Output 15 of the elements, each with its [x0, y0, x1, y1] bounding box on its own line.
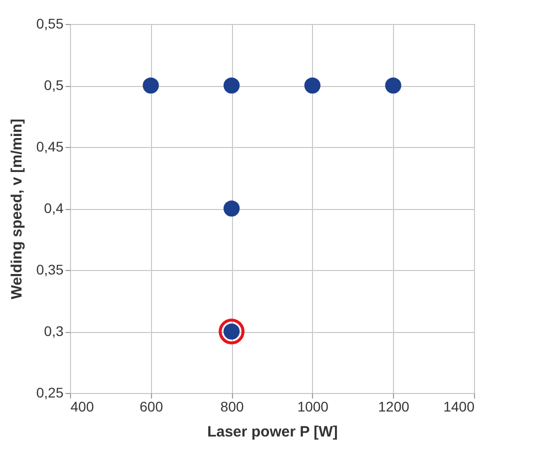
x-tick-label: 600 [140, 398, 164, 414]
y-tick-label: 0,55 [36, 16, 64, 32]
y-tick-label: 0,35 [36, 262, 64, 278]
x-tick-label: 1400 [443, 398, 475, 414]
y-tick-label: 0,45 [36, 138, 64, 154]
y-tick-label: 0,3 [44, 323, 64, 339]
x-tick-label: 800 [220, 398, 244, 414]
y-tick-label: 0,5 [44, 77, 64, 93]
y-tick-label: 0,25 [36, 384, 64, 400]
x-tick-label: 400 [70, 398, 94, 414]
y-tick-label: 0,4 [44, 200, 64, 216]
x-axis-title: Laser power P [W] [207, 424, 338, 440]
y-axis-title: Welding speed, v [m/min] [8, 118, 26, 300]
x-tick-label: 1000 [297, 398, 329, 414]
x-tick-label: 1200 [378, 398, 410, 414]
